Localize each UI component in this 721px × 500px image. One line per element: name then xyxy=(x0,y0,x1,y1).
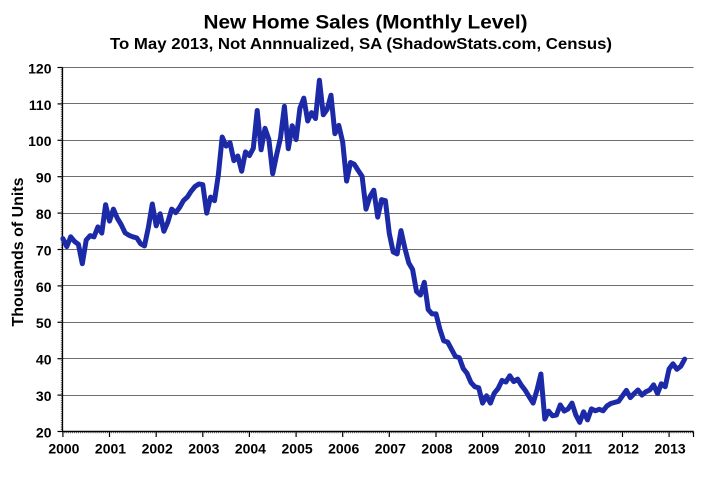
svg-text:2007: 2007 xyxy=(375,441,406,457)
svg-text:120: 120 xyxy=(28,60,52,76)
svg-text:2013: 2013 xyxy=(655,441,686,457)
svg-text:2005: 2005 xyxy=(282,441,313,457)
svg-text:New Home Sales (Monthly Level): New Home Sales (Monthly Level) xyxy=(204,12,528,34)
svg-text:30: 30 xyxy=(36,388,52,404)
svg-text:2010: 2010 xyxy=(515,441,546,457)
svg-text:2004: 2004 xyxy=(235,441,266,457)
svg-text:Thousands of Units: Thousands of Units xyxy=(10,178,27,327)
svg-text:20: 20 xyxy=(36,424,52,440)
svg-text:2000: 2000 xyxy=(48,441,79,457)
svg-text:To May 2013, Not Annnualized,: To May 2013, Not Annnualized, SA (Shadow… xyxy=(110,36,612,53)
svg-text:40: 40 xyxy=(36,352,52,368)
svg-text:110: 110 xyxy=(29,97,52,113)
svg-text:2011: 2011 xyxy=(562,441,593,457)
svg-text:2012: 2012 xyxy=(608,441,639,457)
svg-text:60: 60 xyxy=(36,279,52,295)
svg-text:2009: 2009 xyxy=(468,441,499,457)
svg-text:80: 80 xyxy=(36,206,52,222)
svg-text:2006: 2006 xyxy=(328,441,359,457)
svg-text:2003: 2003 xyxy=(188,441,219,457)
svg-text:2002: 2002 xyxy=(142,441,173,457)
svg-text:70: 70 xyxy=(36,242,52,258)
svg-text:90: 90 xyxy=(36,170,52,186)
svg-text:100: 100 xyxy=(28,133,52,149)
svg-text:2008: 2008 xyxy=(421,441,452,457)
svg-text:50: 50 xyxy=(36,315,52,331)
svg-text:2001: 2001 xyxy=(95,441,126,457)
